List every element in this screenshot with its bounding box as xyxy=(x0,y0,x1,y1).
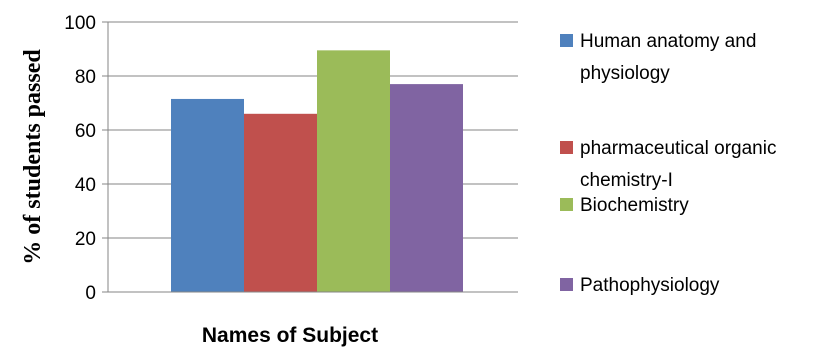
y-tick-label: 20 xyxy=(75,229,96,250)
legend-swatch xyxy=(560,141,573,154)
legend-label: chemistry-I xyxy=(580,170,673,191)
y-axis-title: % of students passed xyxy=(20,49,46,265)
y-tick-label: 80 xyxy=(75,67,96,88)
bar xyxy=(244,113,317,292)
y-tick-label: 60 xyxy=(75,121,96,142)
legend-label: Biochemistry xyxy=(580,195,689,216)
legend-label: pharmaceutical organic xyxy=(580,138,776,159)
bar xyxy=(317,50,390,292)
y-axis-ticks: 0 20 40 60 80 100 xyxy=(64,13,108,304)
legend-swatch xyxy=(560,34,573,47)
y-tick-label: 100 xyxy=(64,13,96,34)
y-tick-label: 0 xyxy=(85,283,96,304)
legend-label: Human anatomy and xyxy=(580,31,756,52)
bar xyxy=(171,98,244,292)
x-axis-title: Names of Subject xyxy=(202,324,378,347)
legend: Human anatomy and physiology pharmaceutica… xyxy=(560,31,776,296)
legend-label: Pathophysiology xyxy=(580,275,720,296)
legend-label: physiology xyxy=(580,63,670,84)
legend-swatch xyxy=(560,278,573,291)
y-tick-label: 40 xyxy=(75,175,96,196)
legend-swatch xyxy=(560,198,573,211)
bars xyxy=(171,50,463,292)
bar xyxy=(390,84,463,292)
